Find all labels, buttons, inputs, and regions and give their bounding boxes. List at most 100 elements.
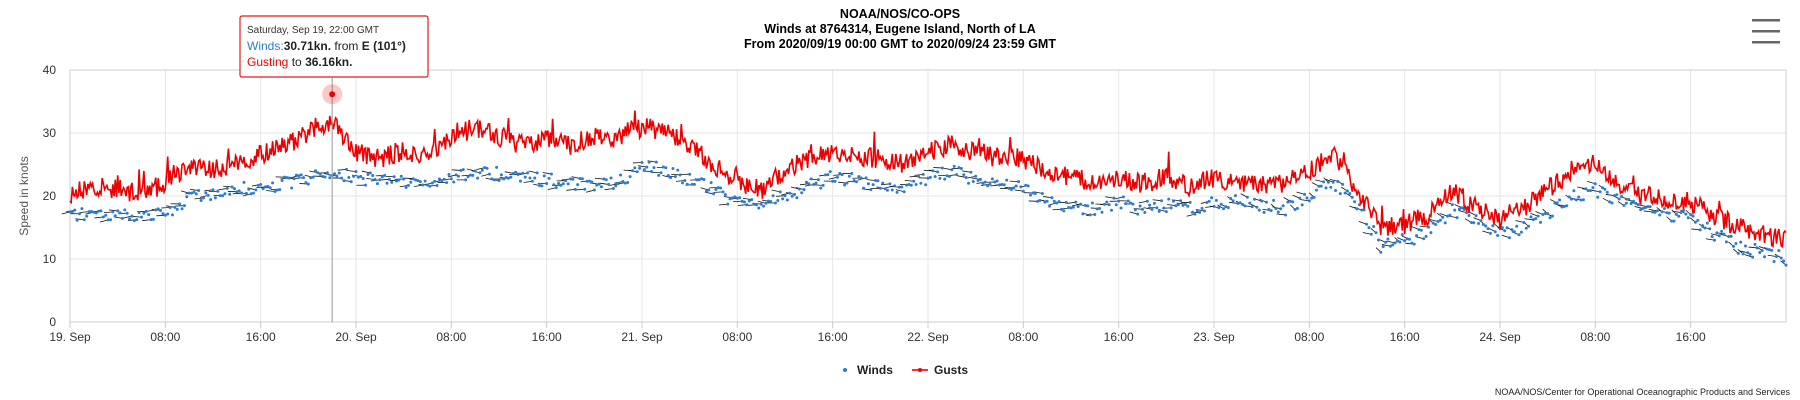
tooltip-winds-label: Winds: xyxy=(247,39,284,53)
wind-point xyxy=(528,176,532,180)
wind-point xyxy=(940,166,944,170)
wind-point xyxy=(140,215,143,219)
wind-point xyxy=(714,187,718,191)
x-tick-label: 08:00 xyxy=(1008,330,1038,344)
wind-point xyxy=(242,180,246,184)
wind-point xyxy=(1131,202,1135,206)
wind-point xyxy=(1171,199,1175,203)
wind-point xyxy=(650,170,654,174)
wind-point xyxy=(1751,255,1755,259)
wind-point xyxy=(1274,207,1278,211)
wind-point xyxy=(1627,197,1631,201)
wind-point xyxy=(1293,207,1297,211)
wind-point xyxy=(673,175,677,179)
wind-point xyxy=(1505,226,1509,230)
wind-point xyxy=(149,218,153,222)
wind-point xyxy=(731,196,735,200)
wind-point xyxy=(1155,206,1159,210)
wind-point xyxy=(1233,194,1237,198)
wind-point xyxy=(773,201,777,205)
wind-point xyxy=(1396,239,1400,243)
wind-point xyxy=(1774,255,1778,259)
wind-point xyxy=(578,177,582,181)
wind-point xyxy=(473,169,477,173)
wind-point xyxy=(483,166,487,170)
wind-point xyxy=(981,181,985,185)
winds-legend-marker xyxy=(843,368,847,372)
wind-point xyxy=(1317,184,1321,188)
wind-point xyxy=(1617,197,1621,201)
x-tick-label: 08:00 xyxy=(436,330,466,344)
legend-item-gusts[interactable]: Gusts xyxy=(912,363,968,377)
wind-point xyxy=(807,182,811,186)
wind-point xyxy=(144,209,148,213)
wind-point xyxy=(580,177,584,181)
wind-point xyxy=(1665,211,1669,215)
wind-point xyxy=(707,188,711,192)
wind-point xyxy=(1162,206,1166,210)
wind-point xyxy=(716,186,720,190)
wind-point xyxy=(1307,199,1311,203)
wind-point xyxy=(1574,198,1578,202)
wind-point xyxy=(814,181,818,185)
wind-point xyxy=(1198,210,1202,214)
wind-point xyxy=(290,186,294,190)
wind-point xyxy=(1727,235,1731,239)
wind-point xyxy=(1336,179,1340,183)
data-tooltip: Saturday, Sep 19, 22:00 GMT Winds:30.71k… xyxy=(239,15,429,78)
wind-point xyxy=(614,184,618,188)
wind-point xyxy=(433,179,437,183)
wind-point xyxy=(1748,252,1752,256)
wind-point xyxy=(397,178,401,182)
wind-point xyxy=(163,213,167,217)
wind-point xyxy=(535,171,539,175)
wind-point xyxy=(1481,222,1485,226)
wind-point xyxy=(921,172,925,176)
wind-point xyxy=(869,188,873,192)
wind-point xyxy=(1183,202,1187,206)
wind-point xyxy=(1262,210,1266,214)
wind-point xyxy=(1400,233,1404,237)
wind-point xyxy=(1288,199,1292,203)
legend-item-winds[interactable]: Winds xyxy=(843,363,893,377)
wind-point xyxy=(254,188,258,192)
wind-point xyxy=(1343,191,1347,195)
wind-point xyxy=(697,178,701,182)
wind-point xyxy=(681,181,685,185)
wind-point xyxy=(1160,199,1164,203)
wind-point xyxy=(1708,227,1712,231)
wind-point xyxy=(1386,237,1390,241)
wind-point xyxy=(1150,207,1154,211)
wind-point xyxy=(700,177,704,181)
wind-point xyxy=(187,191,191,195)
wind-point xyxy=(271,181,275,185)
wind-point xyxy=(237,189,241,193)
wind-point xyxy=(1372,225,1376,229)
wind-point xyxy=(628,175,632,179)
wind-point xyxy=(1722,232,1726,236)
wind-point xyxy=(304,181,308,185)
wind-point xyxy=(931,169,935,173)
wind-point xyxy=(1741,252,1745,256)
wind-point xyxy=(323,175,327,179)
wind-point xyxy=(781,197,785,201)
wind-point xyxy=(1098,207,1102,211)
wind-point xyxy=(1253,197,1257,201)
wind-point xyxy=(1477,222,1481,226)
wind-point xyxy=(1236,201,1240,205)
wind-point xyxy=(986,184,990,188)
wind-point xyxy=(993,180,997,184)
wind-point xyxy=(1112,196,1116,200)
wind-point xyxy=(1005,178,1009,182)
wind-point xyxy=(912,179,916,183)
wind-point xyxy=(492,178,496,182)
wind-point xyxy=(209,198,213,202)
x-tick-label: 20. Sep xyxy=(335,330,377,344)
y-tick-labels: 0 10 20 30 40 xyxy=(43,63,57,329)
wind-point xyxy=(1651,210,1655,214)
wind-point xyxy=(757,206,761,210)
wind-point xyxy=(845,181,849,185)
wind-point xyxy=(256,183,260,187)
hamburger-menu-icon[interactable] xyxy=(1748,14,1786,48)
wind-point xyxy=(344,167,348,171)
